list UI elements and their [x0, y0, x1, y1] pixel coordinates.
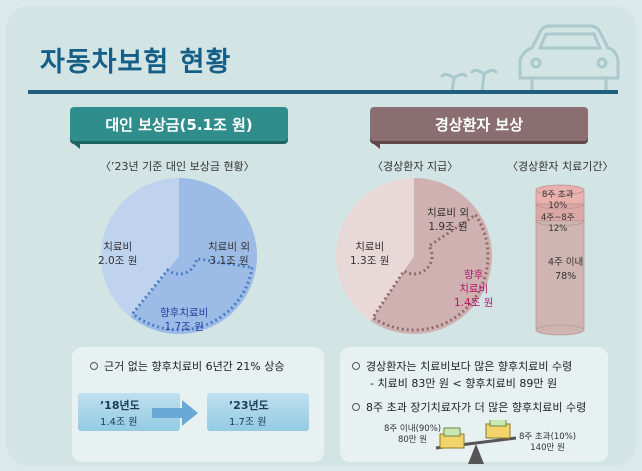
scale-right-label: 8주 초과(10%) 140만 원: [519, 432, 576, 454]
right-info-line3: 8주 초과 장기치료자가 더 많은 향후치료비 수령: [352, 399, 586, 415]
year-label: ’18년도: [100, 399, 140, 412]
label-value: 1.7조 원: [164, 321, 204, 333]
title-underline: [28, 90, 618, 94]
right-pie-label-treatment: 치료비 1.3조 원: [350, 240, 389, 268]
left-info-line: 근거 없는 향후치료비 6년간 21% 상승: [90, 358, 285, 374]
right-pie-label-other: 치료비 외 1.9조 원: [427, 206, 469, 234]
arrow-right-icon: [152, 400, 198, 426]
label-name: 치료비: [103, 241, 133, 253]
cyl-label-mid: 4주~8주 12%: [541, 213, 575, 235]
cyl-label-top: 8주 초과 10%: [542, 190, 574, 212]
label-value: 80만 원: [397, 435, 428, 445]
label-name: 8주 초과: [542, 190, 574, 200]
label-name: 4주~8주: [541, 213, 575, 223]
label-value: 2.0조 원: [98, 255, 138, 267]
pie-highlight-향후치료비: [130, 257, 254, 332]
label-value: 78%: [555, 271, 577, 282]
bullet-icon: [352, 403, 360, 411]
label-name: 치료비: [355, 241, 385, 253]
label-value: 140만 원: [530, 443, 565, 453]
bullet-icon: [90, 362, 98, 370]
left-pie-label-post: 향후치료비 1.7조 원: [160, 306, 208, 334]
page-title: 자동차보험 현황: [40, 47, 232, 78]
right-info-line2: - 치료비 83만 원 < 향후치료비 89만 원: [370, 377, 558, 390]
left-pie-label-treatment: 치료비 2.0조 원: [98, 240, 137, 268]
bar-base: [535, 324, 585, 336]
balance-scale-icon: [435, 420, 517, 464]
scale-left-label: 8주 이내(90%) 80만 원: [384, 424, 441, 446]
label-value: 1.3조 원: [350, 255, 390, 267]
bullet-icon: [352, 362, 360, 370]
label-name: 8주 초과(10%): [519, 432, 577, 442]
pie-slice-치료비: [335, 178, 414, 321]
left-pie-label-other: 치료비 외 3.1조 원: [208, 240, 250, 268]
year-box-2023: ’23년도 1.7조 원: [207, 393, 309, 431]
label-name: 향후치료비: [160, 307, 209, 319]
label-value: 1.9조 원: [428, 221, 468, 233]
bar-segment-top: [535, 184, 585, 196]
pie-slice-치료비: [100, 178, 179, 317]
info-text: 근거 없는 향후치료비 6년간 21% 상승: [104, 360, 285, 373]
label-name: 치료비 외: [427, 207, 469, 219]
right-bar-subtitle: 〈경상환자 치료기간〉: [507, 160, 614, 173]
cyl-label-bottom: 4주 이내 78%: [548, 256, 583, 284]
year-value: 1.4조 원: [100, 417, 138, 428]
pie-highlight-향후 치료비: [370, 212, 490, 332]
year-label: ’23년도: [229, 399, 269, 412]
ribbon-fold: [370, 141, 380, 149]
year-box-2018: ’18년도 1.4조 원: [78, 393, 180, 431]
label-value: 1.4조 원: [454, 297, 494, 309]
pie-slice-치료비 외: [130, 178, 257, 334]
label-value: 12%: [548, 224, 568, 234]
label-name: 치료비 외: [208, 241, 250, 253]
label-value: 3.1조 원: [209, 255, 249, 267]
info-text: 경상환자는 치료비보다 많은 향후치료비 수령: [366, 360, 573, 373]
label-name: 향후: [464, 269, 484, 281]
right-info-line1: 경상환자는 치료비보다 많은 향후치료비 수령: [352, 358, 572, 374]
label-name: 4주 이내: [548, 257, 584, 268]
label-value: 10%: [548, 201, 568, 211]
label-name: 치료비: [459, 283, 489, 295]
right-pie-label-post: 향후 치료비 1.4조 원: [454, 268, 493, 310]
left-chart-subtitle: 〈’23년 기준 대인 보상금 현황〉: [100, 160, 255, 173]
right-pie-subtitle: 〈경상환자 지급〉: [372, 160, 459, 173]
info-text: 8주 초과 장기치료자가 더 많은 향후치료비 수령: [366, 401, 587, 414]
ribbon-fold: [70, 141, 80, 149]
pie-slice-치료비 외: [370, 178, 492, 334]
left-section-ribbon: 대인 보상금(5.1조 원): [70, 107, 288, 141]
year-value: 1.7조 원: [229, 417, 267, 428]
right-section-ribbon: 경상환자 보상: [370, 107, 588, 141]
label-name: 8주 이내(90%): [384, 424, 442, 434]
